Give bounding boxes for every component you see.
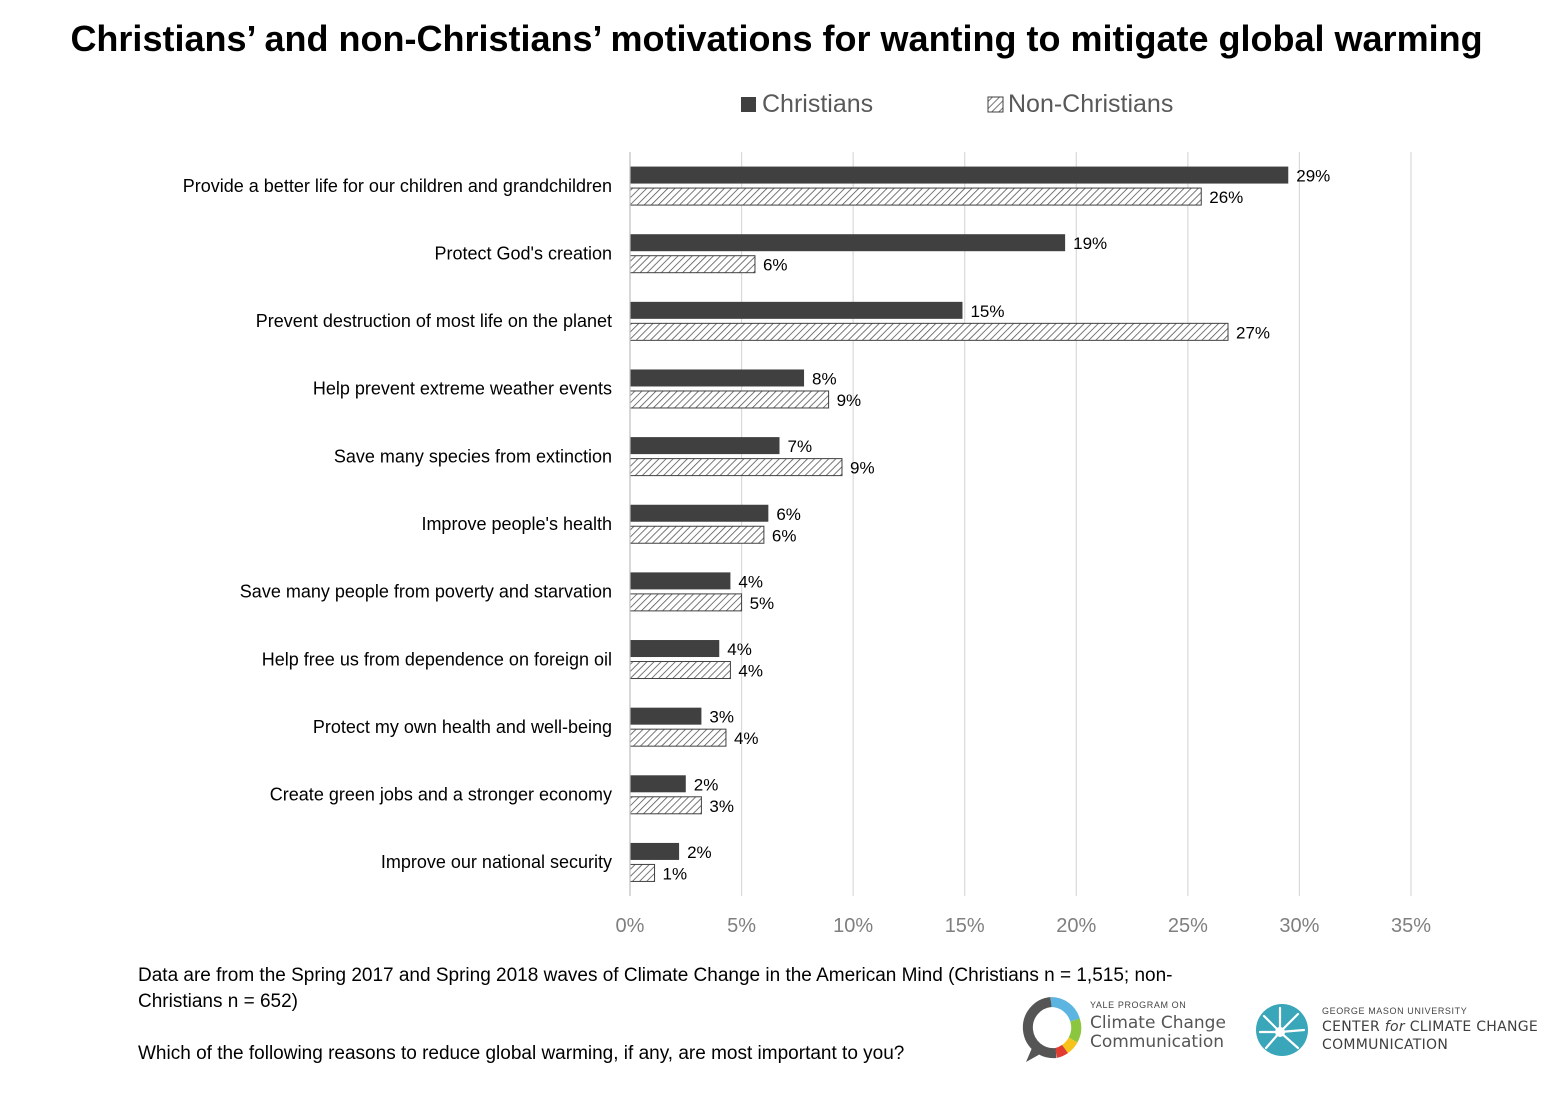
bar-christians [630,301,963,319]
bar-christians [630,640,720,658]
bar-chart: Christians Non-Christians Provide a bett… [183,90,1431,937]
bar-christians [630,504,769,522]
legend-label-non-christians: Non-Christians [1008,90,1173,118]
bar-christians [630,166,1289,184]
bar-non-christians [629,322,1229,341]
category-label: Improve people's health [421,514,612,534]
data-label-christians: 7% [788,437,813,456]
data-label-non-christians: 4% [738,662,763,681]
survey-question: Which of the following reasons to reduce… [138,1043,905,1064]
legend-swatch-christians [741,97,756,112]
gmu-name-line-1c: CLIMATE CHANGE [1404,1019,1539,1035]
bar-christians [630,707,702,725]
legend-swatch-non-christians [987,96,1004,113]
bar-christians [630,775,686,793]
x-tick-label: 15% [945,915,985,937]
bar-non-christians [629,255,756,274]
category-label: Help prevent extreme weather events [313,379,612,399]
bar-non-christians [629,458,843,477]
data-label-non-christians: 27% [1236,323,1270,342]
data-label-non-christians: 5% [750,594,775,613]
data-label-christians: 15% [970,302,1004,321]
category-label: Help free us from dependence on foreign … [262,649,612,669]
data-label-non-christians: 6% [772,526,797,545]
bar-non-christians [629,863,656,882]
category-label: Prevent destruction of most life on the … [256,311,612,331]
x-tick-label: 0% [616,915,645,937]
data-label-non-christians: 3% [709,797,734,816]
gmu-center-name: CENTER for CLIMATE CHANGE COMMUNICATION [1322,1018,1538,1054]
category-label: Save many species from extinction [334,446,612,466]
x-tick-label: 30% [1279,915,1319,937]
yale-program-label: YALE PROGRAM ON [1090,1000,1187,1010]
yale-name-line-2: Communication [1090,1032,1224,1052]
bar-non-christians [629,187,1202,206]
data-label-christians: 6% [776,505,801,524]
data-label-christians: 3% [709,708,734,727]
data-label-non-christians: 4% [734,729,759,748]
gmu-center-for-climate-change-communication-logo: GEORGE MASON UNIVERSITY CENTER for CLIMA… [1254,1000,1544,1060]
data-label-non-christians: 9% [837,391,862,410]
gmu-name-line-2: COMMUNICATION [1322,1037,1449,1053]
chart-title: Christians’ and non-Christians’ motivati… [70,18,1483,59]
category-label: Save many people from poverty and starva… [240,582,612,602]
data-label-christians: 19% [1073,234,1107,253]
gmu-name-line-1b: for [1384,1019,1405,1035]
data-label-christians: 2% [687,843,712,862]
x-tick-label: 25% [1168,915,1208,937]
x-tick-label: 10% [833,915,873,937]
starburst-circle-icon [1256,1004,1308,1056]
speech-bubble-ring-icon [1022,997,1082,1062]
bar-non-christians [629,390,830,409]
x-tick-label: 20% [1056,915,1096,937]
bar-non-christians [629,593,743,612]
bar-non-christians [629,525,765,544]
bar-christians [630,842,680,860]
bar-christians [630,437,780,455]
category-label: Protect my own health and well-being [313,717,612,737]
bar-non-christians [629,661,731,680]
bar-christians [630,572,731,590]
bar-non-christians [629,728,727,747]
bar-christians [630,369,805,387]
gmu-name-line-1: CENTER for CLIMATE CHANGE [1322,1018,1538,1036]
data-label-christians: 8% [812,369,837,388]
bar-christians [630,234,1066,252]
data-label-non-christians: 9% [850,459,875,478]
data-label-non-christians: 6% [763,256,788,275]
category-label: Provide a better life for our children a… [183,176,612,196]
data-source-note: Data are from the Spring 2017 and Spring… [138,965,1173,1012]
legend-label-christians: Christians [762,90,873,118]
category-label: Protect God's creation [434,243,612,263]
data-label-non-christians: 26% [1209,188,1243,207]
gmu-university-label: GEORGE MASON UNIVERSITY [1322,1006,1468,1016]
gmu-name-line-1a: CENTER [1322,1019,1385,1035]
x-tick-label: 35% [1391,915,1431,937]
yale-climate-change-communication-logo: YALE PROGRAM ON Climate Change Communica… [1018,996,1238,1066]
data-label-christians: 2% [694,775,719,794]
data-label-christians: 4% [738,572,763,591]
category-label: Improve our national security [381,852,612,872]
x-tick-label: 5% [727,915,756,937]
data-label-christians: 29% [1296,167,1330,186]
data-label-christians: 4% [727,640,752,659]
yale-program-name: Climate Change Communication [1090,1014,1226,1052]
legend: Christians Non-Christians [741,90,1173,118]
yale-name-line-1: Climate Change [1090,1013,1226,1033]
category-label: Create green jobs and a stronger economy [270,785,612,805]
bar-non-christians [629,796,702,815]
data-label-non-christians: 1% [663,864,688,883]
